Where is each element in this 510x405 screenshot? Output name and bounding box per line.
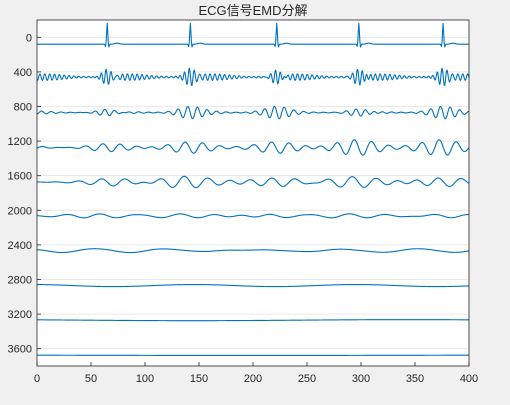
y-tick-label-5: 2000 — [8, 205, 32, 217]
y-tick-label-4: 1600 — [8, 171, 32, 183]
y-tick-label-2: 800 — [14, 102, 32, 114]
chart-title: ECG信号EMD分解 — [198, 3, 307, 18]
x-tick-label-1: 50 — [85, 373, 97, 385]
y-tick-label-1: 400 — [14, 67, 32, 79]
y-tick-label-7: 2800 — [8, 275, 32, 287]
y-tick-label-0: 0 — [26, 32, 32, 44]
y-tick-label-6: 2400 — [8, 240, 32, 252]
y-tick-label-8: 3200 — [8, 309, 32, 321]
x-tick-label-0: 0 — [34, 373, 40, 385]
x-tick-label-2: 100 — [136, 373, 154, 385]
y-tick-label-3: 1200 — [8, 136, 32, 148]
x-tick-label-3: 150 — [190, 373, 208, 385]
x-tick-label-6: 300 — [352, 373, 370, 385]
x-tick-label-5: 250 — [298, 373, 316, 385]
x-tick-label-8: 400 — [460, 373, 478, 385]
x-tick-label-7: 350 — [406, 373, 424, 385]
x-tick-label-4: 200 — [244, 373, 262, 385]
y-tick-label-9: 3600 — [8, 344, 32, 356]
y-axis: 0 400 800 1200 1600 2000 2400 2800 3200 3600 — [8, 32, 41, 355]
